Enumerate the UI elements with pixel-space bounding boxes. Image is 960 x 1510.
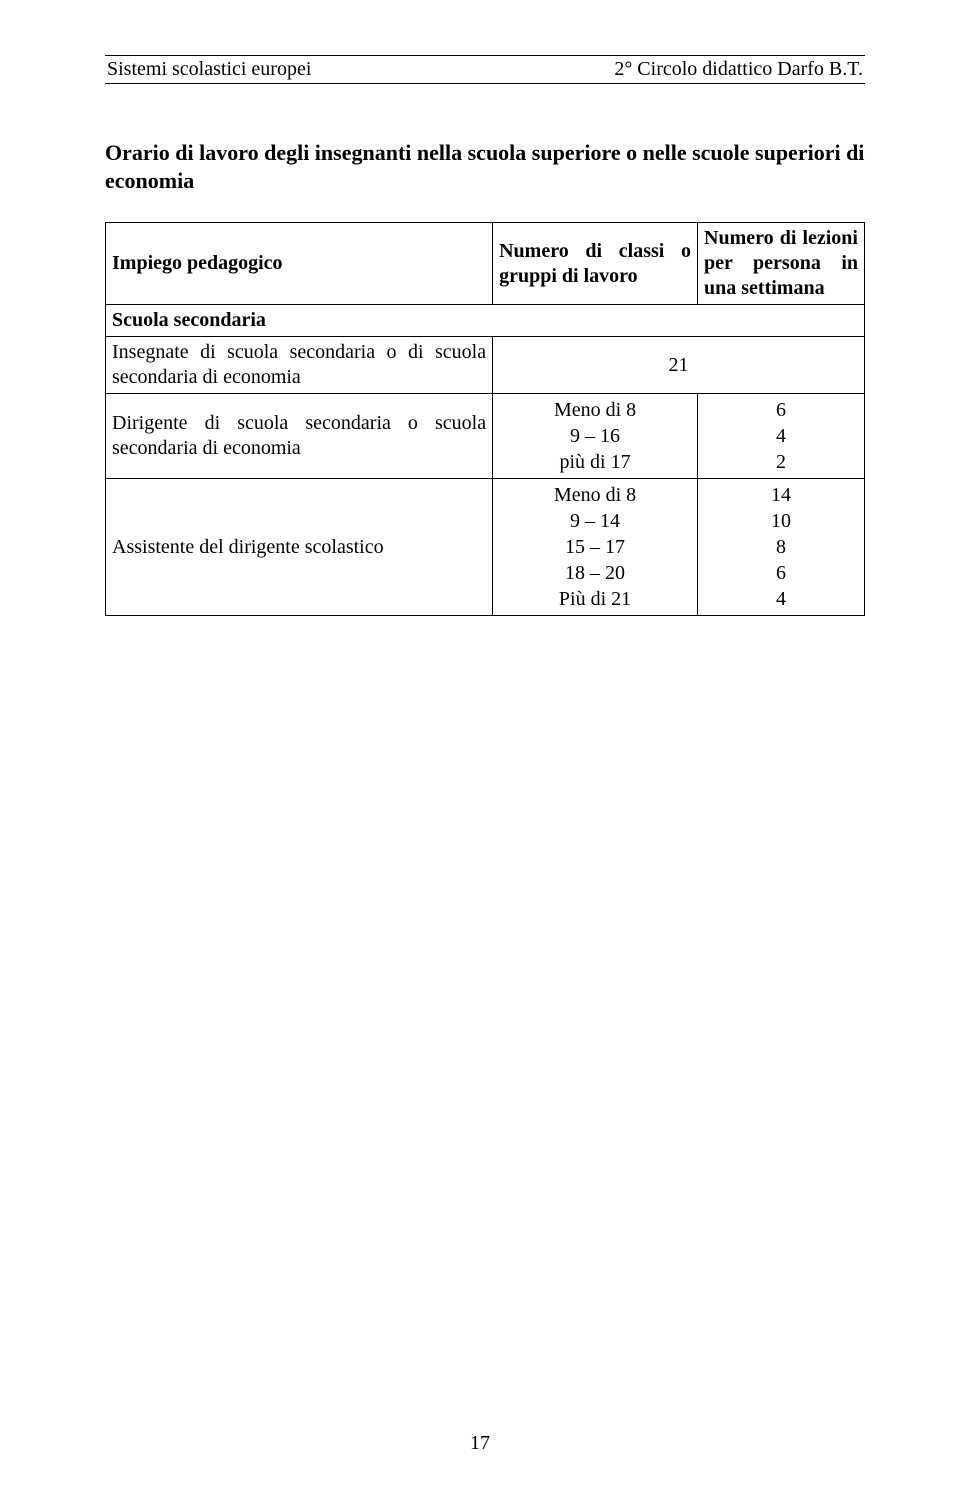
cell-dirigente-lezioni: 6 4 2 xyxy=(698,394,865,479)
cell-insegnate: Insegnate di scuola secondaria o di scuo… xyxy=(106,337,493,394)
table-row: Dirigente di scuola secondaria o scuola … xyxy=(106,394,865,479)
line: 14 xyxy=(704,482,858,508)
cell-insegnate-val: 21 xyxy=(493,337,865,394)
table-row: Assistente del dirigente scolastico Meno… xyxy=(106,479,865,616)
line: 18 – 20 xyxy=(499,560,691,586)
cell-assistente: Assistente del dirigente scolastico xyxy=(106,479,493,616)
th-classi: Numero di classi o gruppi di lavoro xyxy=(493,223,698,305)
table-subheader-row: Scuola secondaria xyxy=(106,305,865,337)
line: 6 xyxy=(704,560,858,586)
line: 10 xyxy=(704,508,858,534)
table-row: Insegnate di scuola secondaria o di scuo… xyxy=(106,337,865,394)
header-right: 2° Circolo didattico Darfo B.T. xyxy=(614,56,863,83)
subheader-scuola-secondaria: Scuola secondaria xyxy=(106,305,865,337)
cell-assistente-classi: Meno di 8 9 – 14 15 – 17 18 – 20 Più di … xyxy=(493,479,698,616)
line: 4 xyxy=(704,423,858,449)
page-title: Orario di lavoro degli insegnanti nella … xyxy=(105,139,865,194)
line: 8 xyxy=(704,534,858,560)
header-left: Sistemi scolastici europei xyxy=(107,56,311,83)
line: 4 xyxy=(704,586,858,612)
line: più di 17 xyxy=(499,449,691,475)
th-impiego: Impiego pedagogico xyxy=(106,223,493,305)
line: Meno di 8 xyxy=(499,397,691,423)
line: 15 – 17 xyxy=(499,534,691,560)
cell-assistente-lezioni: 14 10 8 6 4 xyxy=(698,479,865,616)
cell-dirigente: Dirigente di scuola secondaria o scuola … xyxy=(106,394,493,479)
line: 2 xyxy=(704,449,858,475)
table-header-row: Impiego pedagogico Numero di classi o gr… xyxy=(106,223,865,305)
th-lezioni: Numero di lezioni per persona in una set… xyxy=(698,223,865,305)
cell-dirigente-classi: Meno di 8 9 – 16 più di 17 xyxy=(493,394,698,479)
page-header: Sistemi scolastici europei 2° Circolo di… xyxy=(105,55,865,84)
line: 6 xyxy=(704,397,858,423)
line: 9 – 16 xyxy=(499,423,691,449)
line: 9 – 14 xyxy=(499,508,691,534)
line: Meno di 8 xyxy=(499,482,691,508)
schedule-table: Impiego pedagogico Numero di classi o gr… xyxy=(105,222,865,616)
line: Più di 21 xyxy=(499,586,691,612)
page-number: 17 xyxy=(0,1432,960,1455)
